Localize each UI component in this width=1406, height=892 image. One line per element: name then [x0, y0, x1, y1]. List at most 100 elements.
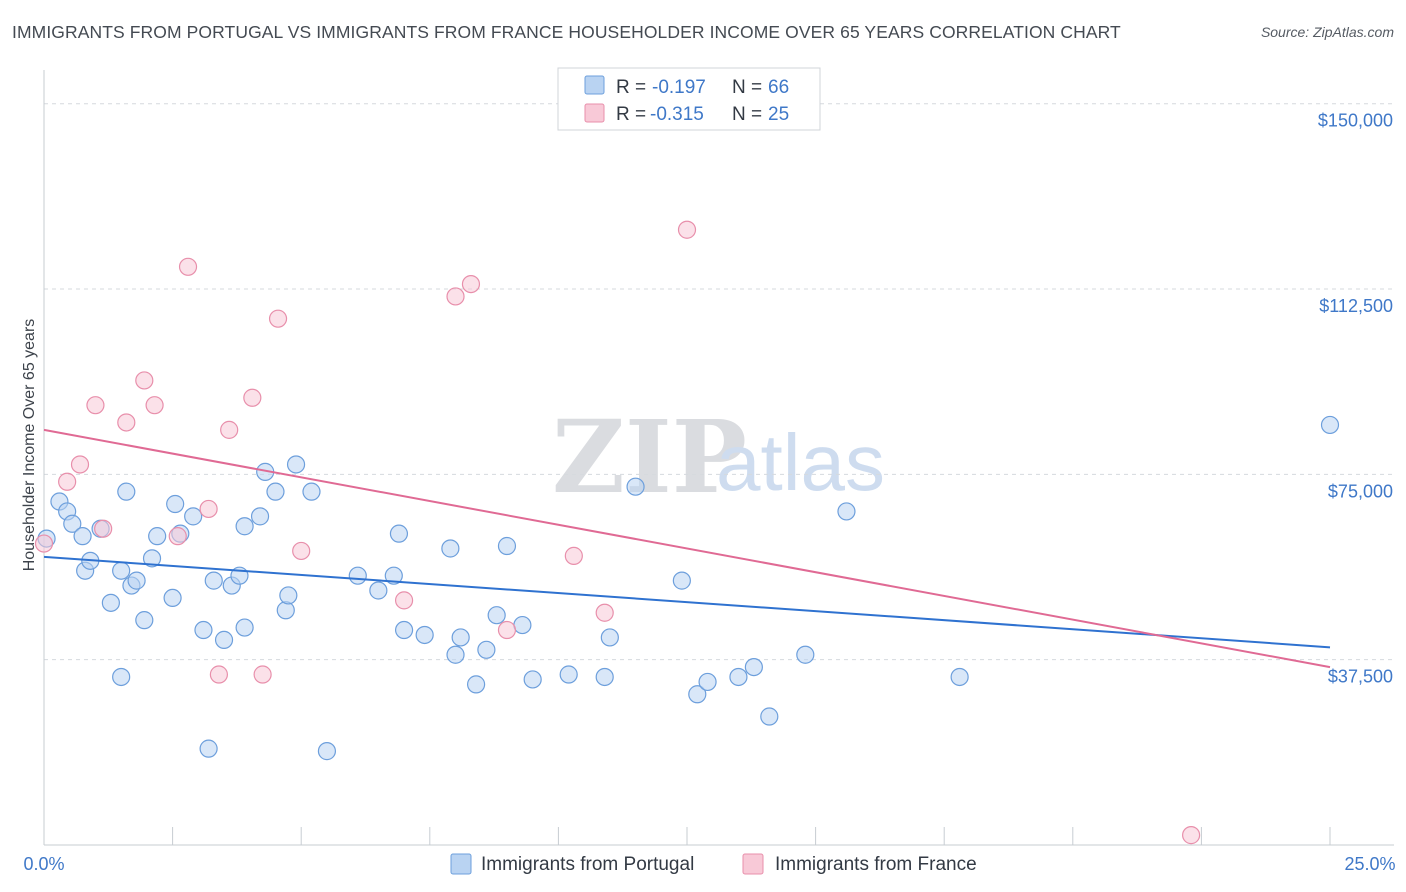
point-portugal [384, 566, 403, 585]
legend-r-label-portugal: R = [616, 77, 646, 98]
legend-r-value-portugal: -0.197 [652, 77, 706, 98]
trend-line-portugal [43, 555, 1331, 649]
point-france [1182, 826, 1201, 845]
point-portugal [672, 571, 691, 590]
point-portugal [112, 561, 131, 580]
point-portugal [204, 571, 223, 590]
point-portugal [760, 707, 779, 726]
point-france [199, 499, 218, 519]
series-legend: Immigrants from Portugal Immigrants from… [450, 853, 977, 875]
legend-swatch-france [584, 103, 605, 123]
point-portugal [127, 571, 146, 590]
point-portugal [117, 482, 136, 501]
point-portugal [626, 477, 645, 496]
point-portugal [466, 675, 486, 694]
point-france [394, 591, 414, 610]
point-portugal [394, 620, 414, 640]
point-portugal [235, 618, 254, 637]
point-portugal [302, 482, 321, 501]
point-portugal [446, 645, 465, 664]
legend-n-value-france: 25 [768, 104, 789, 125]
point-france [70, 455, 90, 474]
point-france [94, 519, 113, 538]
series-legend-label-portugal: Immigrants from Portugal [481, 854, 694, 875]
series-legend-swatch-portugal [450, 853, 472, 875]
series-portugal-points [37, 415, 1340, 761]
y-tick-label: $150,000 [1318, 111, 1393, 131]
point-portugal [441, 539, 460, 558]
x-axis-ticks [43, 827, 1331, 845]
watermark-atlas: atlas [716, 418, 885, 507]
y-tick-label: $112,500 [1319, 296, 1393, 316]
point-portugal [348, 566, 367, 585]
trend-line-france [43, 428, 1331, 669]
watermark-zip: ZIP [552, 398, 747, 516]
x-tick-label-min: 0.0% [23, 854, 64, 874]
y-axis-label: Householder Income Over 65 years [21, 319, 38, 572]
point-portugal [1320, 415, 1340, 435]
point-portugal [744, 657, 763, 677]
legend-n-label-france: N = [732, 104, 762, 125]
point-france [220, 420, 239, 439]
point-france [58, 472, 77, 491]
point-france [145, 396, 164, 415]
point-portugal [214, 630, 234, 650]
point-portugal [950, 667, 969, 687]
series-france-points [34, 220, 1201, 845]
series-legend-label-france: Immigrants from France [775, 854, 977, 875]
point-france [209, 665, 228, 684]
legend-n-label-portugal: N = [732, 77, 762, 98]
point-france [446, 287, 465, 306]
point-portugal [317, 742, 337, 761]
point-portugal [63, 514, 82, 533]
point-portugal [477, 640, 496, 659]
correlation-legend: R = -0.197 N = 66 R = -0.315 N = 25 [557, 67, 821, 131]
point-portugal [451, 628, 470, 647]
point-portugal [595, 667, 614, 687]
point-france [243, 388, 262, 407]
point-france [34, 534, 54, 553]
point-france [595, 603, 614, 622]
point-portugal [837, 502, 856, 521]
series-legend-swatch-france [742, 853, 764, 875]
point-portugal [266, 482, 285, 501]
point-portugal [194, 620, 213, 640]
point-france [178, 257, 198, 276]
legend-r-label-france: R = [616, 104, 646, 125]
point-france [117, 413, 136, 432]
source-credit: Source: ZipAtlas.com [1260, 24, 1394, 40]
point-portugal [688, 685, 707, 704]
point-france [268, 309, 288, 328]
point-portugal [163, 588, 182, 608]
y-tick-label: $37,500 [1328, 667, 1393, 687]
point-portugal [250, 507, 270, 526]
point-portugal [698, 672, 717, 692]
point-portugal [369, 581, 388, 600]
watermark: ZIP atlas [552, 398, 885, 516]
point-portugal [487, 606, 506, 625]
x-tick-label-max: 25.0% [1344, 854, 1395, 874]
legend-r-value-france: -0.315 [650, 104, 704, 125]
point-portugal [101, 593, 120, 612]
point-portugal [166, 494, 185, 514]
y-tick-labels: $37,500 $75,000 $112,500 $150,000 [1318, 111, 1393, 687]
point-portugal [523, 670, 542, 689]
point-france [461, 274, 481, 294]
point-portugal [559, 665, 578, 684]
point-portugal [729, 667, 748, 687]
point-france [564, 546, 583, 565]
point-portugal [184, 507, 203, 526]
legend-swatch-portugal [584, 75, 605, 95]
point-france [677, 220, 697, 239]
point-portugal [199, 739, 218, 758]
point-portugal [513, 615, 532, 635]
point-france [135, 371, 154, 390]
point-portugal [276, 601, 295, 620]
point-portugal [279, 586, 298, 605]
point-france [168, 527, 187, 546]
point-france [292, 541, 311, 561]
legend-n-value-portugal: 66 [768, 77, 789, 98]
point-portugal [796, 645, 815, 664]
point-portugal [600, 628, 619, 647]
